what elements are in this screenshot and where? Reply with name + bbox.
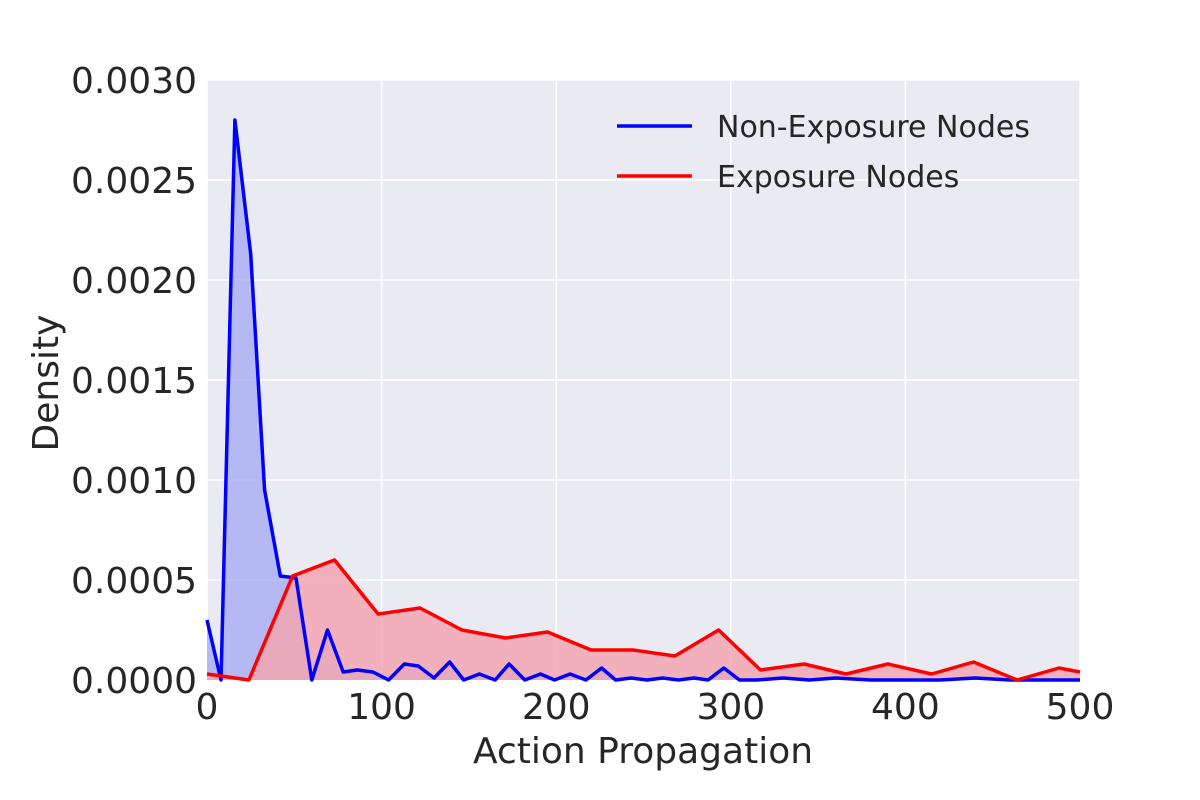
x-tick-label: 200 xyxy=(522,687,591,728)
x-tick-label: 400 xyxy=(871,687,940,728)
y-tick-label: 0.0005 xyxy=(71,561,197,602)
series-areas xyxy=(207,120,1080,680)
y-tick-label: 0.0015 xyxy=(71,361,197,402)
series-area-1 xyxy=(207,560,1080,680)
x-axis-label: Action Propagation xyxy=(473,731,813,772)
y-tick-label: 0.0000 xyxy=(71,661,197,702)
x-tick-label: 300 xyxy=(696,687,765,728)
x-tick-labels: 0 100 200 300 400 500 xyxy=(196,687,1115,728)
y-tick-label: 0.0025 xyxy=(71,161,197,202)
series-line-1 xyxy=(206,558,1081,682)
y-tick-labels: 0.0000 0.0005 0.0010 0.0015 0.0020 0.0025 0.00… xyxy=(71,61,197,702)
x-tick-label: 500 xyxy=(1046,687,1115,728)
y-tick-label: 0.0020 xyxy=(71,261,197,302)
series-line-0 xyxy=(205,118,1080,682)
y-tick-label: 0.0030 xyxy=(71,61,197,102)
y-axis-label: Density xyxy=(26,315,67,452)
series-lines xyxy=(205,118,1081,682)
x-tick-label: 100 xyxy=(347,687,416,728)
legend-label-0: Non-Exposure Nodes xyxy=(717,110,1030,145)
x-tick-label: 0 xyxy=(196,687,219,728)
legend: Non-Exposure Nodes Exposure Nodes xyxy=(617,110,1030,195)
legend-label-1: Exposure Nodes xyxy=(717,160,959,195)
y-tick-label: 0.0010 xyxy=(71,461,197,502)
